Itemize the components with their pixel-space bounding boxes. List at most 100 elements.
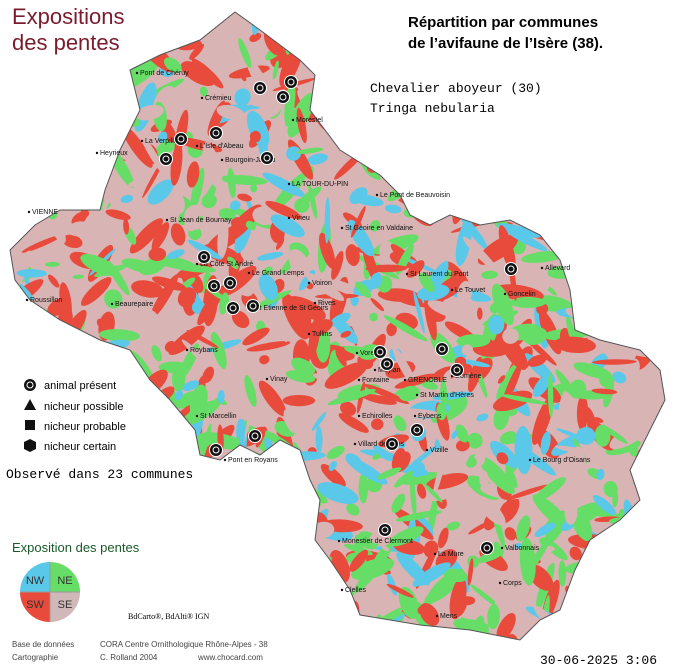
slope-patch <box>288 249 310 278</box>
slope-patch <box>654 296 665 309</box>
slope-patch <box>39 344 74 382</box>
slope-patch <box>181 551 216 575</box>
place-dot <box>291 118 295 122</box>
slope-patch <box>601 535 613 557</box>
presence-marker <box>450 363 464 377</box>
slope-patch <box>614 558 653 581</box>
slope-patch <box>263 266 273 275</box>
slope-patch <box>58 169 92 185</box>
slope-patch <box>177 287 197 307</box>
slope-patch <box>198 585 218 607</box>
slope-patch <box>258 274 278 301</box>
slope-patch <box>431 128 447 149</box>
slope-patch <box>592 359 637 365</box>
slope-patch <box>90 100 132 121</box>
slope-patch <box>386 583 414 598</box>
place-label: Clelles <box>345 587 367 594</box>
slope-patch <box>394 32 402 53</box>
slope-patch <box>231 310 250 329</box>
slope-patch <box>412 134 420 157</box>
slope-patch <box>338 413 369 433</box>
slope-patch <box>201 193 217 209</box>
slope-patch <box>615 223 623 236</box>
legend-label: nicheur certain <box>44 441 116 453</box>
slope-patch <box>296 147 324 154</box>
slope-patch <box>258 561 278 567</box>
slope-patch <box>633 12 662 33</box>
slope-patch <box>48 338 94 359</box>
place-dot <box>195 144 199 148</box>
slope-patch <box>612 371 627 384</box>
slope-patch <box>167 560 199 600</box>
slope-patch <box>120 434 132 450</box>
slope-patch <box>10 74 20 93</box>
slope-patch <box>319 12 341 33</box>
slope-patch <box>55 105 103 116</box>
slope-patch <box>49 59 61 70</box>
observed-count: Observé dans 23 communes <box>6 467 193 482</box>
slope-patch <box>591 388 618 395</box>
slope-patch <box>469 491 480 512</box>
slope-patch <box>497 223 541 238</box>
slope-patch <box>423 628 448 640</box>
place-label: Voreppe <box>360 350 386 357</box>
presence-marker <box>385 437 399 451</box>
place-dot <box>425 448 429 452</box>
slope-patch <box>470 457 477 467</box>
slope-patch <box>497 375 506 384</box>
slope-patch <box>24 499 49 518</box>
slope-patch <box>545 621 568 635</box>
presence-marker <box>373 345 387 359</box>
slope-patch <box>32 161 47 194</box>
slope-patch <box>133 12 172 38</box>
slope-legend-title: Exposition des pentes <box>12 540 140 555</box>
slope-patch <box>320 593 336 607</box>
slope-patch <box>630 84 639 95</box>
slope-patch <box>644 13 657 36</box>
slope-patch <box>199 495 224 508</box>
presence-marker <box>504 262 518 276</box>
slope-patch <box>265 611 272 636</box>
slope-patch <box>345 244 360 267</box>
slope-patch <box>451 430 459 440</box>
slope-patch <box>519 537 536 586</box>
slope-patch <box>579 76 601 96</box>
slope-patch <box>318 185 334 222</box>
slope-patch <box>619 87 636 125</box>
slope-patch <box>476 496 506 526</box>
slope-patch <box>581 66 603 84</box>
slope-patch <box>657 547 664 559</box>
slope-patch <box>51 153 60 205</box>
slope-patch <box>597 589 611 603</box>
slope-patch <box>512 198 562 209</box>
presence-marker <box>435 342 449 356</box>
presence-marker-ring <box>483 544 491 552</box>
slope-patch <box>245 575 259 587</box>
slope-patch <box>620 0 635 10</box>
place-dot <box>140 139 144 143</box>
slope-patch <box>604 151 619 176</box>
slope-patch <box>608 614 660 631</box>
slope-patch <box>216 478 244 498</box>
slope-patch <box>345 82 371 123</box>
slope-patch <box>21 235 61 253</box>
slope-patch <box>308 312 322 360</box>
slope-patch <box>144 12 155 16</box>
slope-patch <box>105 105 122 123</box>
slope-patch <box>438 61 454 72</box>
slope-patch <box>562 626 573 639</box>
slope-patch <box>10 352 30 375</box>
slope-patch <box>599 633 628 640</box>
slope-patch <box>72 274 84 279</box>
slope-patch <box>446 124 473 172</box>
place-dot <box>165 218 169 222</box>
slope-patch <box>91 576 104 603</box>
slope-patch <box>204 513 220 532</box>
slope-patch <box>326 29 360 46</box>
slope-patch <box>616 271 632 297</box>
slope-patch <box>666 614 675 621</box>
place-label: Fontaine <box>362 377 389 384</box>
slope-patch <box>242 327 270 346</box>
presence-marker-ring <box>279 93 287 101</box>
slope-patch <box>237 193 252 202</box>
